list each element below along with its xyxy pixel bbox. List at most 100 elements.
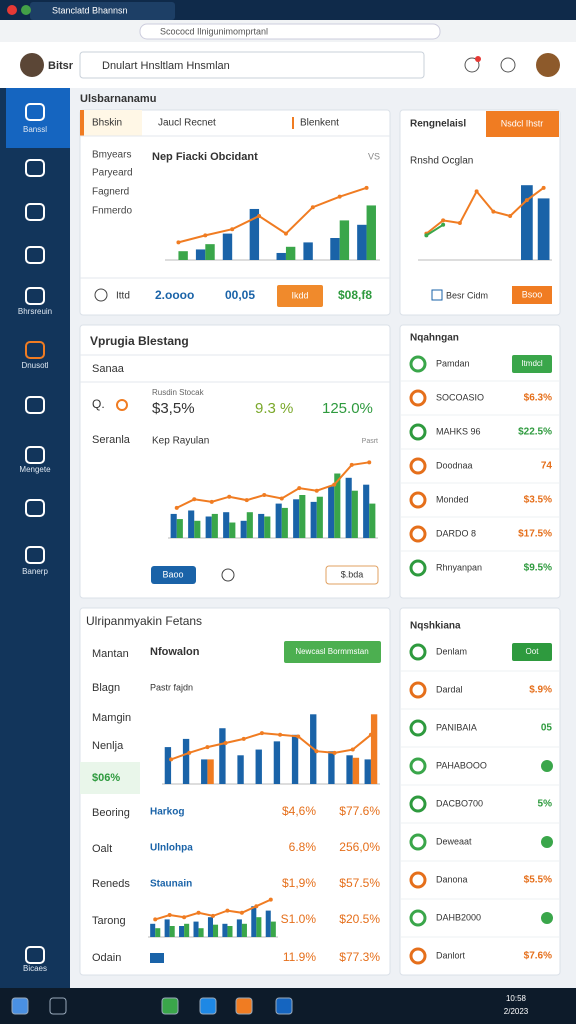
point — [203, 233, 208, 238]
dropdown[interactable]: Sanaa — [92, 363, 125, 375]
point — [176, 240, 181, 245]
bar — [366, 205, 376, 260]
button[interactable] — [284, 641, 381, 663]
chart-corner: Pasrt — [362, 438, 378, 445]
taskbar-icon[interactable] — [161, 997, 179, 1015]
menu-item[interactable]: Reneds — [92, 878, 130, 890]
tab-label[interactable]: Blenkent — [300, 118, 339, 129]
point — [205, 745, 210, 750]
row-label: Doodnaa — [436, 460, 473, 470]
taskbar-icon[interactable] — [49, 997, 67, 1015]
menu-item[interactable]: Blagn — [92, 682, 120, 694]
line — [425, 223, 444, 237]
button-label[interactable]: Nsdcl Ihstr — [501, 118, 544, 128]
bar — [370, 714, 378, 784]
button-label[interactable]: Itmdcl — [521, 359, 543, 368]
clock-icon — [94, 288, 108, 302]
menu-item[interactable]: Nenlja — [92, 740, 124, 752]
address-bar[interactable] — [139, 23, 441, 40]
sidebar-icon[interactable] — [25, 946, 45, 964]
sidebar-icon[interactable] — [25, 246, 45, 264]
button-label[interactable]: Newcasl Bormmstan — [295, 647, 368, 656]
sidebar-icon[interactable] — [25, 546, 45, 564]
menu-item[interactable]: Fnmerdo — [92, 206, 132, 217]
menu-item[interactable]: $06% — [92, 772, 120, 784]
button[interactable] — [512, 286, 552, 304]
sidebar-icon[interactable] — [25, 103, 45, 121]
button-label[interactable]: Baoo — [162, 569, 183, 579]
sidebar-icon[interactable] — [25, 499, 45, 517]
button[interactable] — [486, 111, 559, 137]
search-box[interactable] — [79, 51, 425, 79]
sidebar-icon[interactable] — [25, 203, 45, 221]
bar — [316, 496, 323, 538]
search-icon[interactable] — [500, 57, 516, 73]
bar — [258, 513, 265, 538]
button-label[interactable]: Bsoo — [522, 289, 543, 299]
tab[interactable] — [30, 2, 175, 20]
taskbar-icon[interactable] — [199, 997, 217, 1015]
button-label[interactable]: Ikdd — [291, 290, 308, 300]
bar — [205, 244, 215, 260]
point — [367, 460, 372, 465]
stat: 2.oooo — [155, 288, 194, 302]
row-icon — [409, 355, 427, 373]
point — [257, 214, 262, 218]
row-icon — [409, 423, 427, 441]
tab-label[interactable]: Jaucl Recnet — [158, 118, 216, 129]
row-label: DARDO 8 — [436, 528, 476, 538]
sidebar-icon[interactable] — [25, 159, 45, 177]
point — [268, 897, 273, 902]
row-value: $.9% — [529, 685, 552, 696]
tab-label[interactable]: Bhskin — [92, 118, 122, 129]
button[interactable] — [325, 565, 379, 585]
point — [364, 185, 369, 190]
point — [225, 908, 230, 913]
bar — [264, 516, 271, 538]
sidebar-icon[interactable] — [25, 287, 45, 305]
chart-corner: VS — [368, 151, 380, 161]
taskbar-icon[interactable] — [235, 997, 253, 1015]
sidebar-icon[interactable] — [25, 396, 45, 414]
row-value: $5.5% — [524, 875, 552, 886]
sidebar-icon[interactable] — [25, 341, 45, 359]
point — [350, 747, 355, 752]
clock: 10:58 — [506, 994, 527, 1003]
browser-icon — [7, 5, 17, 15]
menu-item[interactable]: Mantan — [92, 648, 129, 660]
taskbar-icon[interactable] — [11, 997, 29, 1015]
menu-item[interactable]: Bmyears — [92, 150, 131, 161]
notification-icon[interactable] — [464, 57, 480, 73]
bar — [303, 242, 313, 260]
menu-item[interactable]: Oalt — [92, 843, 112, 855]
icon — [431, 289, 443, 301]
button-label[interactable]: $.bda — [341, 569, 364, 579]
menu-item[interactable]: Tarong — [92, 915, 126, 927]
sidebar-icon[interactable] — [25, 446, 45, 464]
button[interactable] — [512, 643, 552, 661]
sidebar-label: Bicaes — [23, 964, 47, 973]
point — [211, 913, 215, 918]
menu-item[interactable]: Mamgin — [92, 712, 131, 724]
menu-item[interactable]: Fagnerd — [92, 187, 129, 198]
row-icon — [409, 681, 427, 699]
bar — [537, 198, 550, 260]
profile-avatar[interactable] — [536, 53, 560, 77]
button-label[interactable]: Oot — [526, 647, 540, 656]
button[interactable] — [151, 566, 196, 584]
tab-active[interactable] — [80, 110, 142, 136]
point — [524, 198, 529, 203]
section-title: Ulsbarnanamu — [80, 93, 156, 105]
row-icon — [409, 457, 427, 475]
button[interactable] — [277, 285, 323, 307]
button[interactable] — [512, 355, 552, 373]
menu-item[interactable]: Odain — [92, 952, 121, 964]
bar — [223, 512, 230, 538]
menu-item[interactable]: Beoring — [92, 807, 130, 819]
row-value: S1.0% — [281, 912, 317, 926]
bar — [236, 919, 242, 937]
point — [424, 233, 429, 238]
menu-item[interactable]: Paryeard — [92, 168, 133, 179]
taskbar-icon[interactable] — [275, 997, 293, 1015]
sidebar — [0, 88, 70, 988]
